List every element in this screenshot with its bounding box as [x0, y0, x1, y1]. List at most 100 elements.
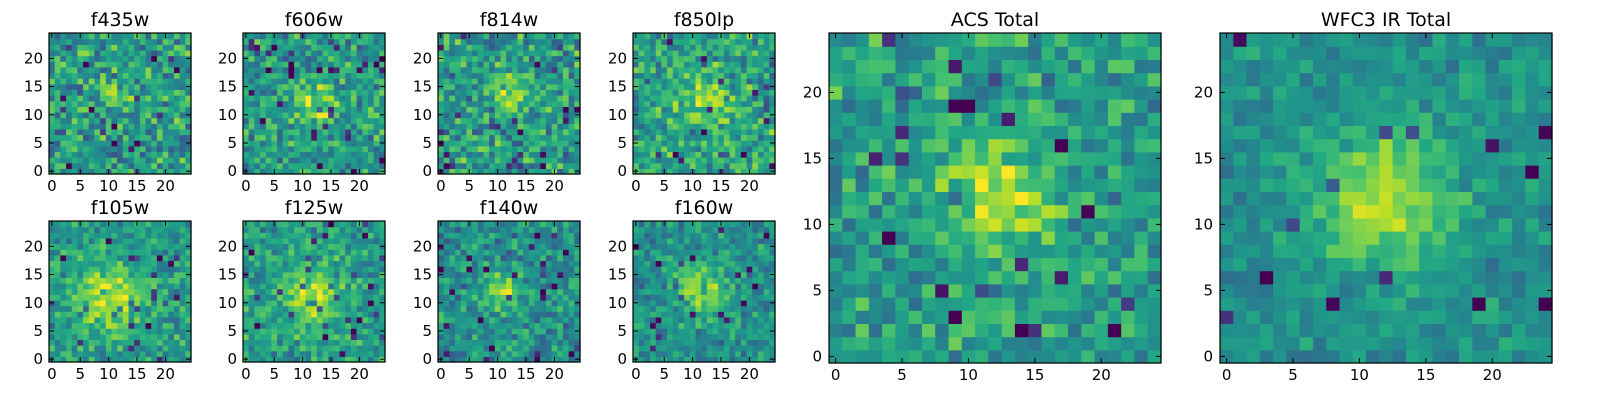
heatmap-cell	[356, 243, 363, 250]
heatmap-cell	[718, 350, 725, 357]
heatmap-cell	[179, 271, 186, 278]
heatmap-cell	[83, 44, 90, 51]
heatmap-cell	[477, 100, 485, 107]
heatmap-cell	[134, 260, 141, 267]
heatmap-cell	[769, 123, 776, 130]
heatmap-cell	[523, 339, 530, 346]
x-tick-label: 15	[516, 177, 535, 195]
heatmap-cell	[117, 117, 124, 124]
heatmap-cell	[105, 162, 113, 169]
heatmap-cell	[156, 237, 164, 245]
heatmap-cell	[472, 254, 479, 262]
heatmap-cell	[316, 61, 324, 68]
heatmap-cell	[489, 266, 496, 273]
heatmap-cell	[438, 260, 445, 267]
heatmap-cell	[746, 277, 753, 284]
heatmap-cell	[83, 277, 90, 284]
heatmap-cell	[265, 322, 272, 329]
heatmap-cell	[723, 140, 731, 147]
heatmap-cell	[712, 89, 719, 96]
heatmap-cell	[568, 157, 575, 164]
heatmap-cell	[638, 100, 645, 107]
heatmap-cell	[345, 221, 352, 228]
heatmap-cell	[151, 254, 158, 262]
heatmap-cell	[562, 83, 570, 90]
heatmap-cell	[545, 100, 553, 107]
heatmap-cell	[655, 339, 662, 346]
heatmap-cell	[483, 162, 490, 169]
heatmap-cell	[356, 288, 363, 295]
heatmap-cell	[243, 157, 250, 164]
heatmap-cell	[77, 299, 84, 307]
heatmap-cell	[506, 134, 513, 141]
heatmap-cell	[557, 322, 564, 329]
heatmap-cell	[757, 89, 765, 96]
heatmap-cell	[373, 294, 380, 301]
heatmap-cell	[500, 157, 507, 164]
heatmap-cell	[650, 145, 657, 153]
heatmap-cell	[523, 266, 530, 273]
heatmap-cell	[333, 260, 341, 267]
heatmap-cell	[769, 288, 776, 295]
heatmap-cell	[483, 294, 490, 301]
heatmap-cell	[489, 299, 496, 307]
heatmap-cell	[333, 350, 341, 357]
heatmap-cell	[712, 328, 719, 335]
heatmap-cell	[684, 55, 691, 62]
heatmap-cell	[117, 44, 124, 51]
heatmap-cell	[746, 89, 753, 96]
heatmap-cell	[288, 237, 295, 245]
heatmap-cell	[438, 151, 445, 158]
heatmap-cell	[472, 277, 479, 284]
heatmap-cell	[712, 49, 719, 57]
heatmap-cell	[633, 277, 640, 284]
heatmap-cell	[265, 316, 272, 324]
heatmap-cell	[483, 328, 490, 335]
heatmap-cell	[483, 271, 490, 278]
heatmap-cell	[568, 254, 575, 262]
heatmap-cell	[139, 237, 147, 245]
heatmap-cell	[362, 44, 369, 51]
heatmap-cell	[339, 249, 346, 256]
heatmap-cell	[339, 78, 346, 85]
heatmap-cell	[345, 350, 352, 357]
heatmap-cell	[489, 294, 496, 301]
heatmap-cell	[128, 311, 135, 318]
heatmap-cell	[712, 66, 719, 74]
heatmap-cell	[168, 162, 175, 169]
heatmap-cell	[455, 33, 462, 40]
heatmap-cell	[449, 339, 456, 346]
heatmap-cell	[162, 162, 169, 169]
heatmap-cell	[168, 322, 175, 329]
heatmap-cell	[345, 294, 352, 301]
heatmap-cell	[134, 266, 141, 273]
heatmap-cell	[145, 123, 152, 130]
heatmap-cell	[718, 49, 725, 57]
heatmap-cell	[534, 95, 541, 102]
heatmap-cell	[460, 322, 467, 329]
heatmap-cell	[185, 339, 192, 346]
heatmap-cell	[311, 277, 318, 284]
heatmap-cell	[328, 55, 335, 62]
heatmap-cell	[345, 316, 352, 324]
heatmap-cell	[311, 106, 318, 113]
heatmap-cell	[523, 271, 530, 278]
heatmap-cell	[517, 254, 524, 262]
heatmap-cell	[644, 49, 651, 57]
heatmap-cell	[528, 83, 536, 90]
heatmap-cell	[139, 260, 147, 267]
heatmap-cell	[260, 33, 267, 40]
heatmap-cell	[757, 305, 765, 312]
heatmap-cell	[545, 356, 553, 363]
heatmap-cell	[271, 134, 278, 141]
heatmap-cell	[128, 328, 135, 335]
heatmap-cell	[294, 328, 301, 335]
heatmap-cell	[105, 226, 113, 233]
heatmap-cell	[105, 339, 113, 346]
panel-title: f140w	[480, 197, 539, 219]
heatmap-cell	[122, 128, 130, 136]
heatmap-cell	[248, 95, 255, 102]
heatmap-cell	[105, 66, 113, 74]
heatmap-cell	[718, 305, 725, 312]
heatmap-cell	[162, 271, 169, 278]
